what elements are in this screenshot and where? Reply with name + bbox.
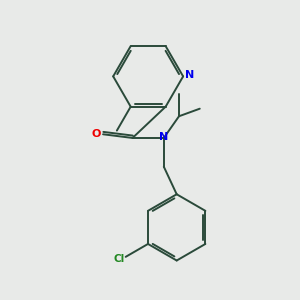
Text: Cl: Cl: [113, 254, 125, 264]
Text: O: O: [91, 129, 100, 139]
Text: N: N: [185, 70, 194, 80]
Text: N: N: [159, 132, 168, 142]
